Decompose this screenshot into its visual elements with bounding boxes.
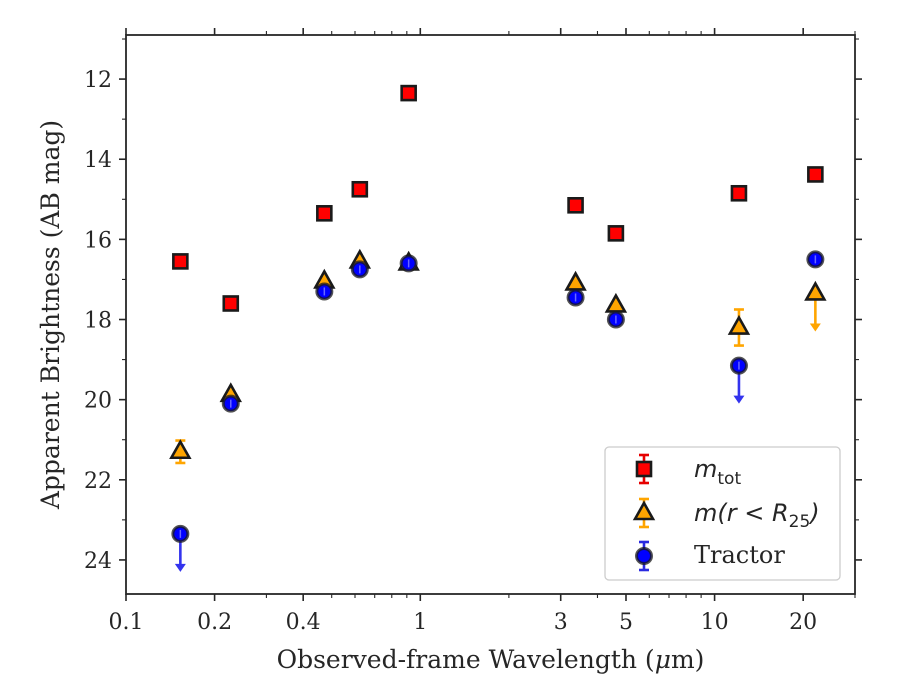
series-circle bbox=[171, 250, 825, 572]
legend-label-mtot-sub: tot bbox=[717, 469, 741, 489]
y-tick-label: 18 bbox=[84, 309, 112, 334]
legend-label-tractor: Tractor bbox=[694, 541, 785, 569]
y-tick-label: 22 bbox=[84, 469, 112, 494]
axis-ticks: 0.1 0.2 0.4 1 3 5 10 20 12 14 16 18 20 22 24 bbox=[84, 28, 862, 635]
y-tick-label: 12 bbox=[84, 68, 112, 93]
x-tick-label: 20 bbox=[789, 610, 817, 635]
x-tick-label: 5 bbox=[619, 610, 633, 635]
upper-limit-arrow-head bbox=[809, 323, 821, 332]
legend-label-mr25-rest: ) bbox=[808, 499, 819, 527]
data-point-triangle bbox=[804, 280, 827, 301]
x-axis-label-prefix: Observed-frame Wavelength ( bbox=[277, 645, 655, 674]
data-point-square bbox=[607, 225, 625, 242]
legend-marker-triangle bbox=[632, 500, 656, 521]
legend: mtot m(r < R25) Tractor bbox=[604, 446, 841, 581]
data-point-square bbox=[400, 84, 417, 102]
legend-label-mr25: m(r < R25) bbox=[694, 499, 820, 532]
legend-marker-square bbox=[635, 460, 653, 478]
data-point-square bbox=[172, 253, 189, 270]
legend-label-mtot: mtot bbox=[694, 455, 741, 489]
upper-limit-arrow-head bbox=[174, 563, 186, 572]
legend-marker-circle bbox=[635, 547, 653, 565]
legend-label-mtot-main: m bbox=[694, 455, 717, 483]
x-tick-label: 3 bbox=[554, 610, 568, 635]
x-tick-label: 10 bbox=[701, 610, 729, 635]
y-tick-label: 14 bbox=[84, 148, 112, 173]
legend-box bbox=[604, 446, 841, 581]
x-axis-label-mu: μ bbox=[655, 645, 671, 674]
data-point-square bbox=[351, 180, 369, 198]
x-axis-label: Observed-frame Wavelength (μm) bbox=[277, 645, 705, 674]
y-tick-label: 16 bbox=[84, 228, 112, 253]
series-square bbox=[172, 84, 824, 312]
legend-label-mr25-main: m(r < R bbox=[694, 499, 789, 527]
legend-label-mr25-sub: 25 bbox=[789, 512, 811, 532]
y-tick-label: 20 bbox=[84, 389, 112, 414]
y-tick-label: 24 bbox=[84, 549, 112, 574]
x-tick-label: 1 bbox=[413, 610, 427, 635]
x-tick-label: 0.2 bbox=[197, 610, 232, 635]
data-point-square bbox=[222, 295, 240, 312]
x-tick-label: 0.4 bbox=[286, 610, 321, 635]
data-point-triangle bbox=[727, 314, 751, 335]
x-tick-label: 0.1 bbox=[109, 610, 144, 635]
data-point-triangle bbox=[169, 439, 192, 460]
data-point-square bbox=[730, 184, 748, 202]
data-point-square bbox=[567, 197, 584, 214]
data-point-square bbox=[807, 166, 824, 183]
y-axis-label: Apparent Brightness (AB mag) bbox=[36, 120, 65, 510]
x-axis-label-suffix: m) bbox=[671, 645, 704, 674]
upper-limit-arrow-head bbox=[733, 395, 745, 404]
data-point-square bbox=[316, 205, 333, 222]
data-marks bbox=[169, 84, 827, 572]
